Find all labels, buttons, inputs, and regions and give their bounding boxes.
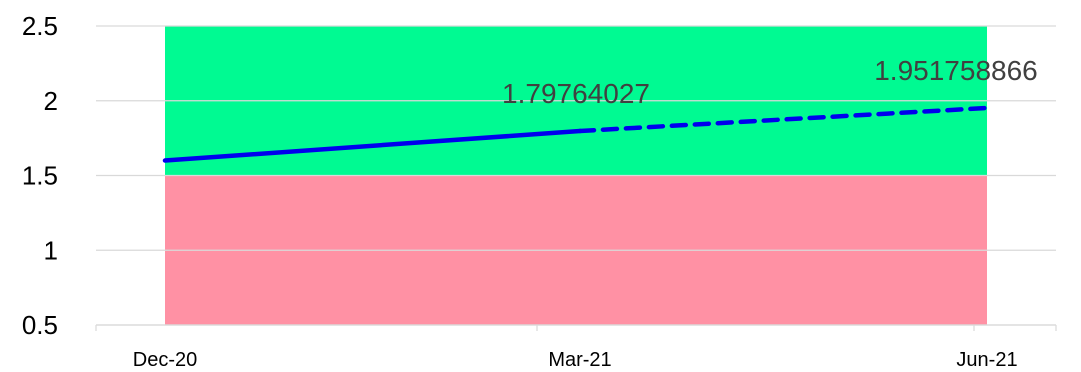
x-axis xyxy=(95,324,1057,331)
x-tick-label: Mar-21 xyxy=(548,349,611,371)
y-tick-label: 0.5 xyxy=(22,310,58,340)
data-label: 1.79764027 xyxy=(502,78,650,109)
y-axis-ticks: 0.5 1 1.5 2 2.5 xyxy=(22,11,58,340)
series-segment-solid xyxy=(162,128,583,163)
data-labels: 1.79764027 1.951758866 xyxy=(502,55,1038,109)
series-lines xyxy=(162,105,990,163)
y-tick-label: 2 xyxy=(44,86,58,116)
y-tick-label: 1.5 xyxy=(22,161,58,191)
y-tick-label: 1 xyxy=(44,235,58,265)
series-segment-dashed xyxy=(577,105,990,134)
x-tick-label: Jun-21 xyxy=(956,349,1017,371)
x-tick-label: Dec-20 xyxy=(133,349,197,371)
y-tick-label: 2.5 xyxy=(22,11,58,41)
data-label: 1.951758866 xyxy=(874,55,1038,86)
x-axis-ticks: Dec-20 Mar-21 Jun-21 xyxy=(133,349,1018,371)
